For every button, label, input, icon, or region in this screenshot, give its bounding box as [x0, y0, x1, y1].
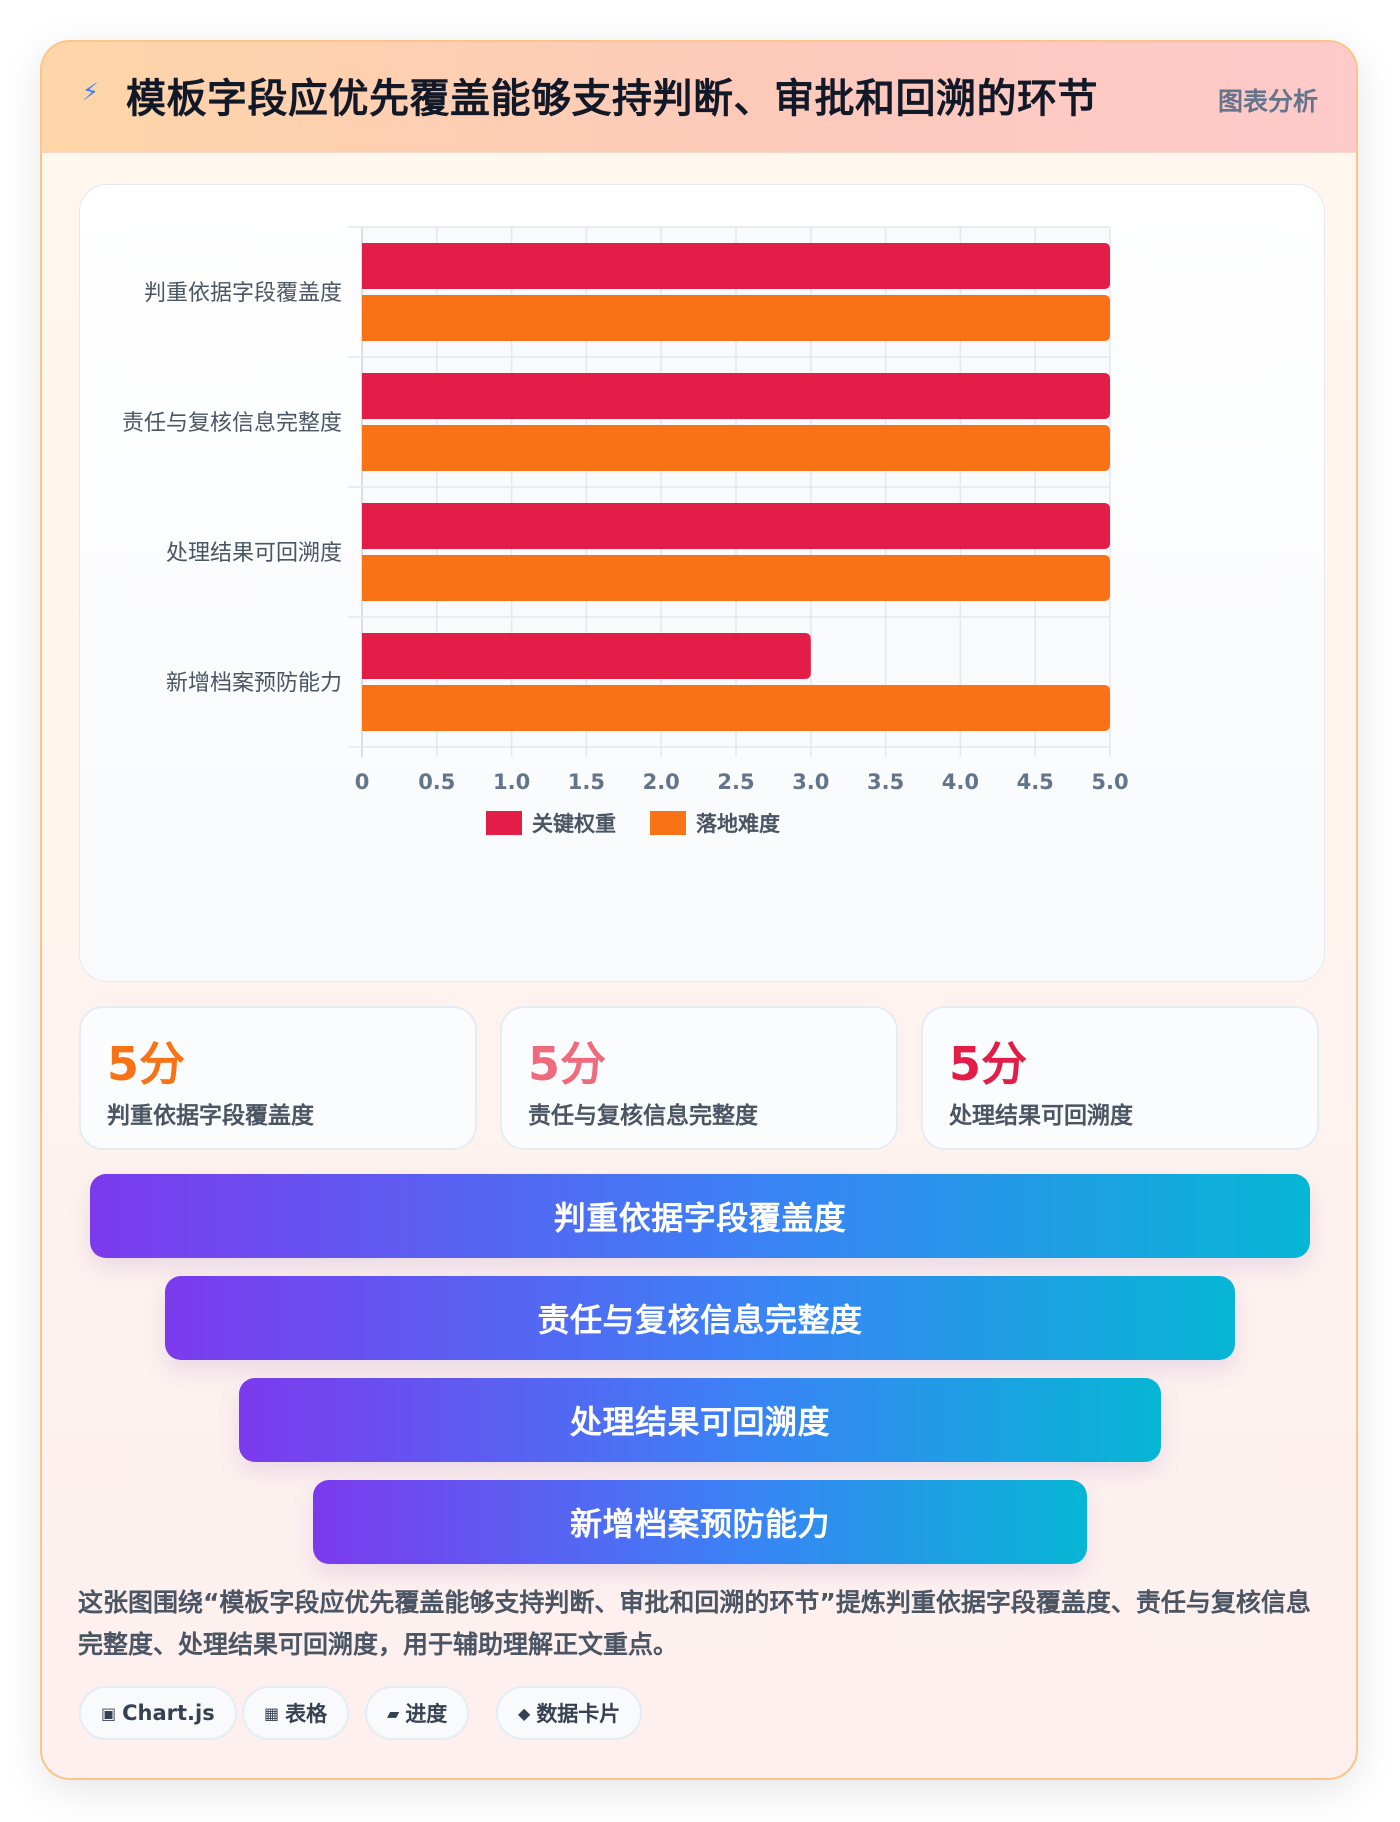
chip-label: 进度 [405, 1702, 448, 1726]
progress-icon: ▰ [387, 1703, 400, 1723]
legend-label: 关键权重 [532, 812, 616, 836]
stat-label: 处理结果可回溯度 [949, 1103, 1133, 1129]
x-tick-label: 4.5 [1017, 770, 1054, 794]
x-tick-label: 3.0 [792, 770, 829, 794]
x-tick-label: 2.0 [643, 770, 680, 794]
chip-data-card[interactable]: ◆ 数据卡片 [496, 1686, 643, 1740]
funnel-step: 处理结果可回溯度 [239, 1378, 1161, 1462]
x-tick-label: 2.5 [717, 770, 754, 794]
chip-label: Chart.js [122, 1701, 215, 1725]
chip-label: 数据卡片 [536, 1702, 621, 1726]
page-title: 模板字段应优先覆盖能够支持判断、审批和回溯的环节 [126, 76, 1098, 122]
x-tick-label: 1.5 [568, 770, 605, 794]
x-tick-label: 3.5 [867, 770, 904, 794]
chip-label: 表格 [285, 1702, 328, 1726]
bar [362, 373, 1110, 419]
bar [362, 503, 1110, 549]
chart-panel: 0 0.5 1.0 1.5 2.0 2.5 3.0 3.5 4.0 4.5 5.0 判重依据字段覆盖度… [79, 184, 1325, 982]
bar-chart: 0 0.5 1.0 1.5 2.0 2.5 3.0 3.5 4.0 4.5 5.0 判重依据字段覆盖度… [122, 226, 1129, 836]
stat-card: 5分 责任与复核信息完整度 [500, 1006, 898, 1150]
bar [362, 685, 1110, 731]
legend-swatch [486, 811, 522, 835]
chip-chartjs[interactable]: ▣ Chart.js [79, 1686, 237, 1740]
bar [362, 555, 1110, 601]
x-tick-label: 0 [355, 770, 370, 794]
x-tick-label: 0.5 [418, 770, 455, 794]
funnel-step: 新增档案预防能力 [313, 1480, 1087, 1564]
chip-progress[interactable]: ▰ 进度 [365, 1686, 470, 1740]
stat-card: 5分 处理结果可回溯度 [921, 1006, 1319, 1150]
chart-analysis-tag: 图表分析 [1217, 87, 1318, 116]
funnel-step: 责任与复核信息完整度 [165, 1276, 1235, 1360]
chart-description: 这张图围绕“模板字段应优先覆盖能够支持判断、审批和回溯的环节”提炼判重依据字段覆… [78, 1588, 1311, 1659]
stat-value: 5分 [528, 1037, 607, 1091]
legend-label: 落地难度 [696, 812, 780, 836]
y-tick-label: 处理结果可回溯度 [166, 541, 342, 566]
legend-swatch [650, 811, 686, 835]
chip-table[interactable]: ▦ 表格 [242, 1686, 350, 1740]
x-tick-label: 4.0 [942, 770, 979, 794]
bar [362, 243, 1110, 289]
bar [362, 295, 1110, 341]
main-card: ⚡ 模板字段应优先覆盖能够支持判断、审批和回溯的环节 图表分析 0 0.5 1.0 1… [40, 40, 1358, 1780]
stat-value: 5分 [107, 1037, 186, 1091]
diamond-icon: ◆ [518, 1703, 531, 1723]
stat-label: 责任与复核信息完整度 [528, 1103, 758, 1129]
y-tick-label: 新增档案预防能力 [166, 671, 342, 696]
table-icon: ▦ [264, 1703, 280, 1723]
bar [362, 425, 1110, 471]
stat-label: 判重依据字段覆盖度 [107, 1103, 314, 1129]
funnel-step: 判重依据字段覆盖度 [90, 1174, 1310, 1258]
card-header: ⚡ 模板字段应优先覆盖能够支持判断、审批和回溯的环节 图表分析 [42, 42, 1356, 153]
y-tick-label: 责任与复核信息完整度 [122, 411, 342, 436]
x-tick-label: 1.0 [493, 770, 530, 794]
lightning-icon: ⚡ [82, 78, 99, 106]
stat-card: 5分 判重依据字段覆盖度 [79, 1006, 477, 1150]
chart-icon: ▣ [101, 1703, 117, 1723]
y-tick-label: 判重依据字段覆盖度 [144, 281, 342, 306]
stat-value: 5分 [949, 1037, 1028, 1091]
bar [362, 633, 811, 679]
x-tick-label: 5.0 [1091, 770, 1128, 794]
